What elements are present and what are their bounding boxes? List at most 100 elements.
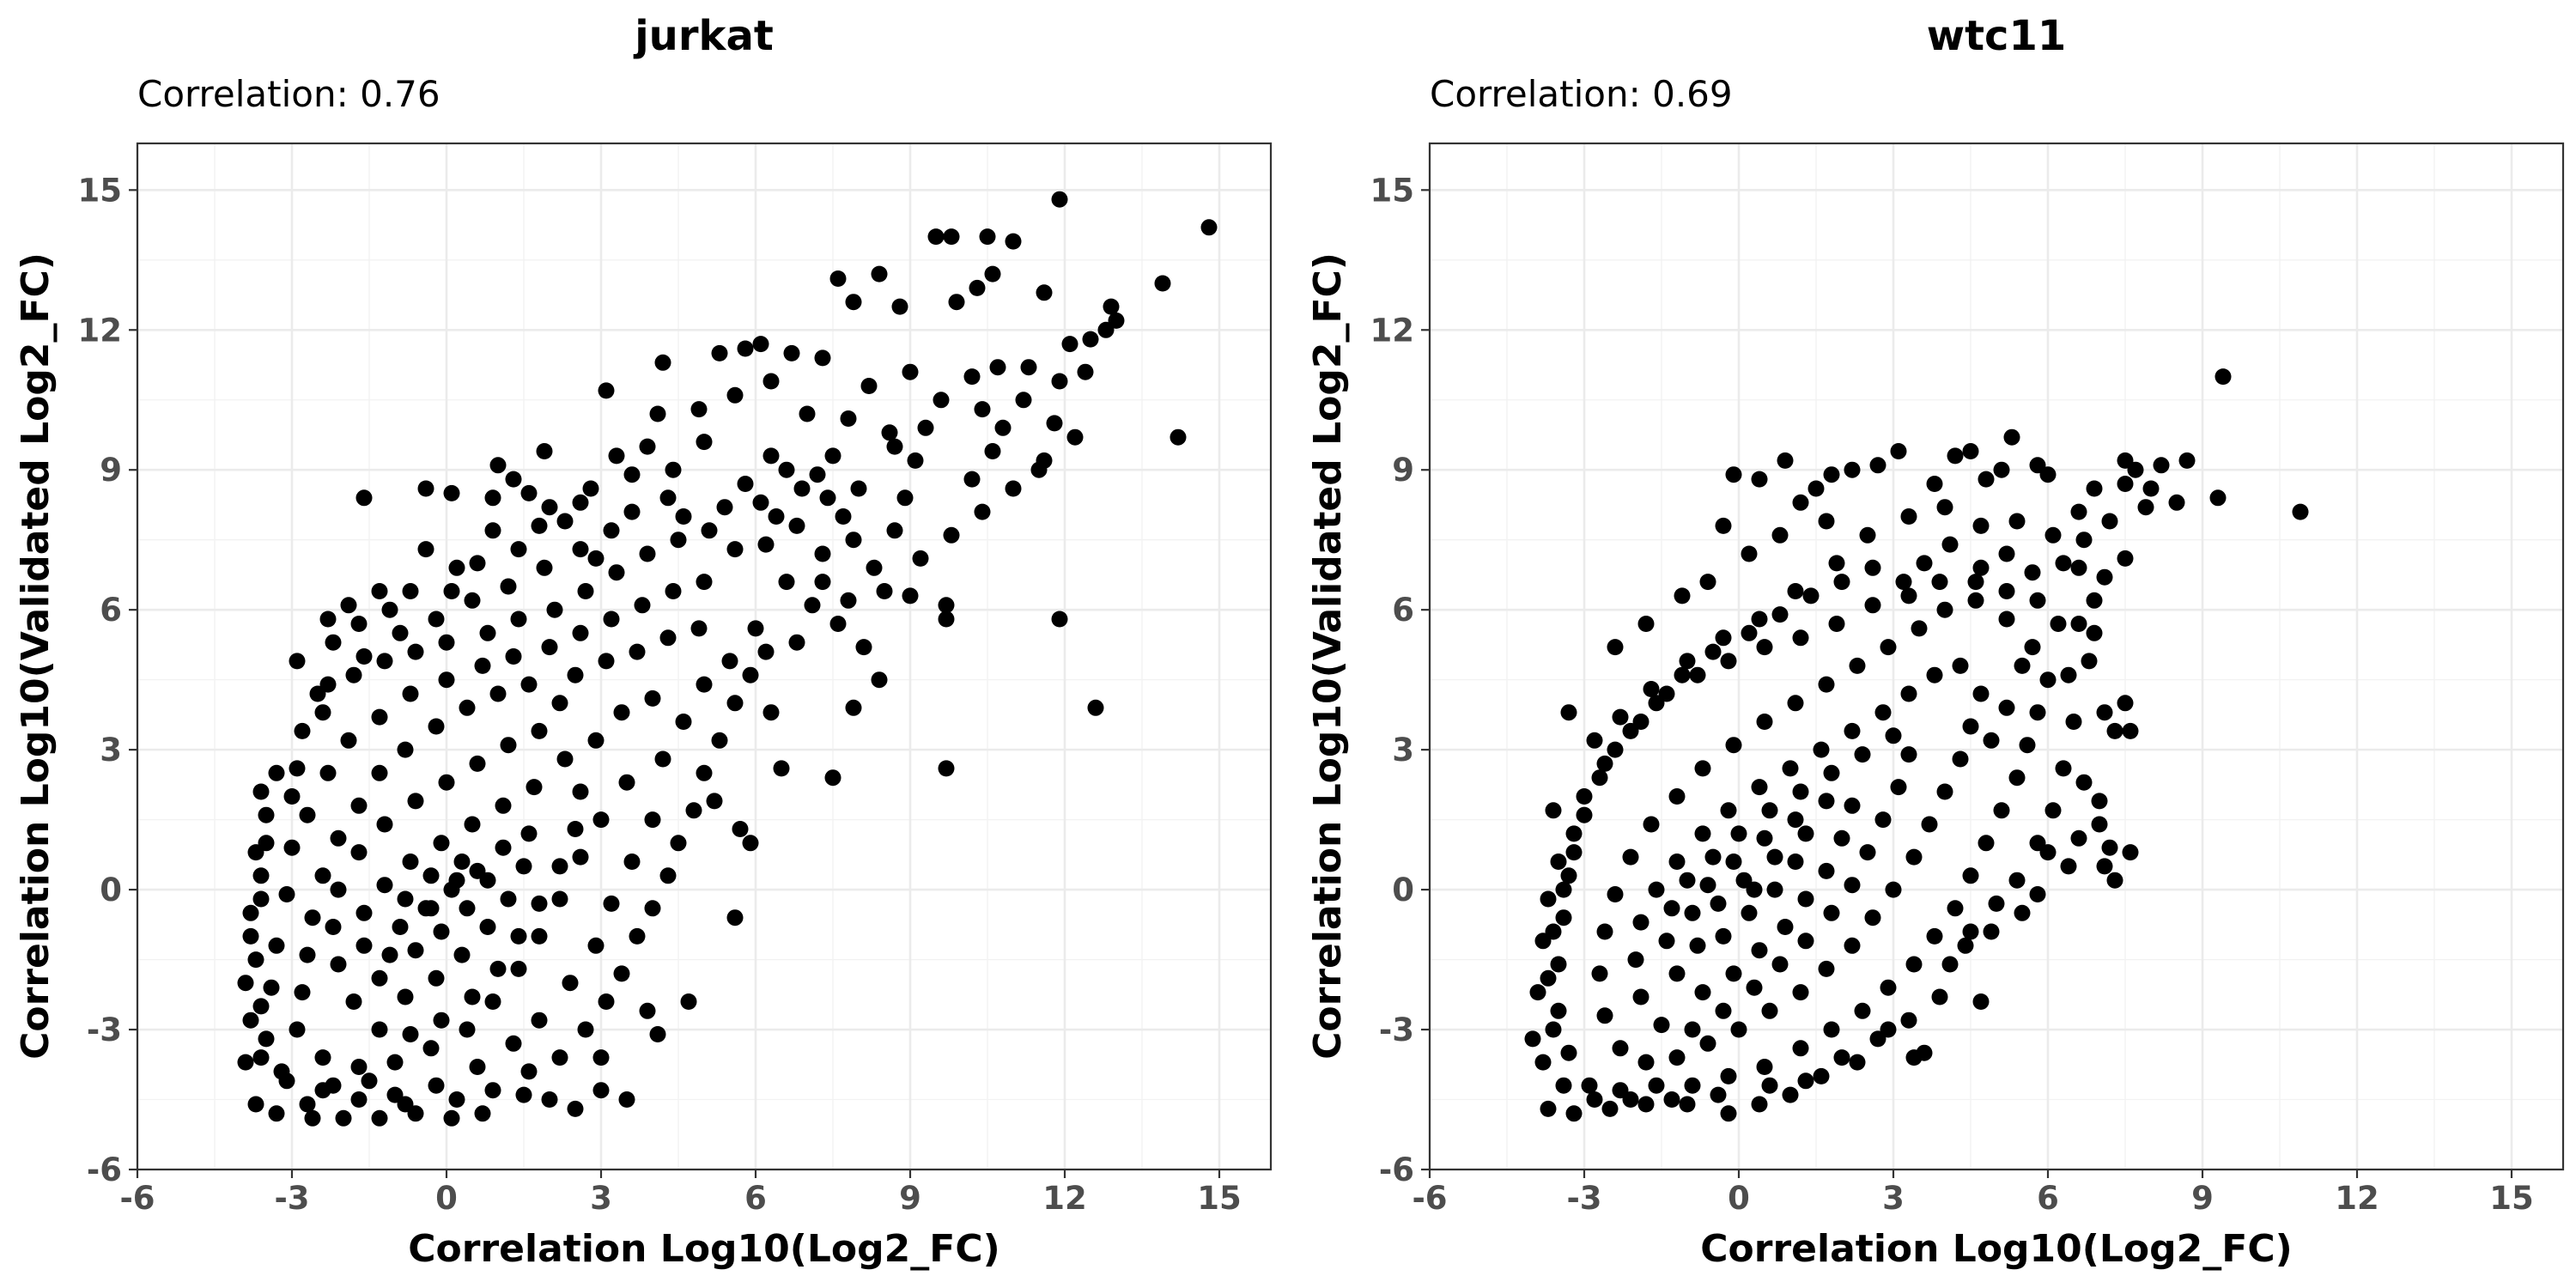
data-point — [428, 1077, 445, 1094]
data-point — [1565, 1105, 1583, 1122]
data-point — [1679, 872, 1696, 889]
x-tick-label: 12 — [2335, 1180, 2379, 1217]
data-point — [1751, 779, 1768, 796]
data-point — [696, 434, 713, 451]
data-point — [531, 1012, 548, 1029]
data-point — [330, 829, 347, 847]
data-point — [355, 937, 373, 954]
data-point — [762, 373, 780, 390]
data-point — [1694, 984, 1711, 1001]
data-point — [268, 764, 285, 781]
data-point — [644, 690, 661, 707]
data-point — [407, 643, 424, 660]
data-point — [891, 298, 908, 315]
data-point — [1735, 872, 1753, 889]
panel-title: wtc11 — [1927, 12, 2067, 60]
data-point — [1787, 695, 1804, 712]
data-point — [1565, 844, 1583, 861]
data-point — [1643, 816, 1660, 833]
data-point — [1978, 471, 1995, 488]
panel-wtc11: wtc11 Correlation: 0.69 -6 -3 0 3 6 9 12 15 -6 -3… — [1306, 12, 2565, 1271]
data-point — [1818, 793, 1835, 810]
data-point — [598, 653, 615, 670]
x-axis-title: Correlation Log10(Log2_FC) — [408, 1227, 999, 1271]
data-point — [484, 1082, 501, 1099]
data-point — [1782, 760, 1799, 777]
data-point — [2106, 872, 2123, 889]
data-point — [572, 541, 589, 558]
data-point — [1746, 881, 1763, 898]
data-point — [2014, 657, 2031, 674]
data-point — [371, 969, 388, 987]
data-point — [752, 494, 769, 511]
data-point — [242, 904, 259, 921]
data-point — [464, 592, 481, 609]
data-point — [1699, 574, 1716, 591]
data-point — [252, 890, 270, 908]
data-point — [1596, 755, 1613, 772]
data-point — [757, 536, 775, 553]
data-point — [737, 340, 754, 357]
data-point — [1947, 447, 1964, 465]
data-point — [299, 1096, 316, 1113]
data-point — [304, 909, 321, 927]
data-point — [371, 708, 388, 726]
data-point — [623, 854, 641, 870]
data-point — [1622, 722, 1639, 739]
data-point — [2106, 722, 2123, 739]
data-point — [1983, 732, 2000, 749]
data-point — [963, 471, 981, 488]
data-point — [1802, 587, 1820, 605]
data-point — [623, 466, 641, 483]
y-tick-label: 3 — [1392, 732, 1414, 769]
panel-jurkat: jurkat Correlation: 0.76 -6 -3 0 3 6 9 12 15-6-… — [14, 12, 1273, 1271]
data-point — [829, 616, 847, 632]
data-point — [1560, 1044, 1577, 1061]
data-point — [1725, 854, 1742, 870]
data-point — [2070, 559, 2087, 576]
data-point — [541, 499, 558, 516]
data-point — [2168, 494, 2185, 511]
data-point — [1720, 1067, 1737, 1084]
data-point — [2209, 489, 2227, 507]
data-point — [1565, 825, 1583, 842]
data-point — [1555, 881, 1572, 898]
data-point — [464, 816, 481, 833]
data-point — [1550, 1002, 1567, 1019]
data-point — [1637, 1096, 1655, 1113]
data-point — [1967, 592, 1984, 609]
data-point — [783, 344, 800, 361]
data-point — [2075, 532, 2093, 549]
data-point — [726, 386, 744, 404]
data-point — [670, 532, 687, 549]
data-point — [1529, 984, 1546, 1001]
data-point — [1792, 494, 1809, 511]
data-point — [2153, 457, 2170, 474]
data-point — [989, 359, 1006, 376]
data-point — [2117, 452, 2134, 469]
data-point — [2055, 555, 2072, 572]
data-point — [443, 484, 460, 501]
y-tick-label: 0 — [1392, 872, 1414, 908]
data-point — [742, 666, 759, 683]
data-point — [433, 835, 450, 852]
data-point — [1900, 746, 1917, 763]
data-point — [2086, 592, 2103, 609]
data-point — [350, 797, 368, 814]
data-point — [840, 592, 857, 609]
data-point — [386, 1054, 404, 1071]
data-point — [407, 942, 424, 959]
y-axis-title: Correlation Log10(Validated Log2_FC) — [1306, 252, 1350, 1060]
data-point — [283, 839, 301, 856]
data-point — [2014, 904, 2031, 921]
data-point — [1643, 681, 1660, 697]
data-point — [1540, 1100, 1557, 1117]
data-point — [881, 424, 898, 441]
data-point — [829, 270, 847, 287]
data-point — [263, 979, 280, 996]
data-point — [1607, 639, 1624, 656]
data-point — [896, 489, 914, 507]
data-point — [350, 844, 368, 861]
data-point — [592, 1082, 610, 1099]
data-point — [711, 344, 728, 361]
